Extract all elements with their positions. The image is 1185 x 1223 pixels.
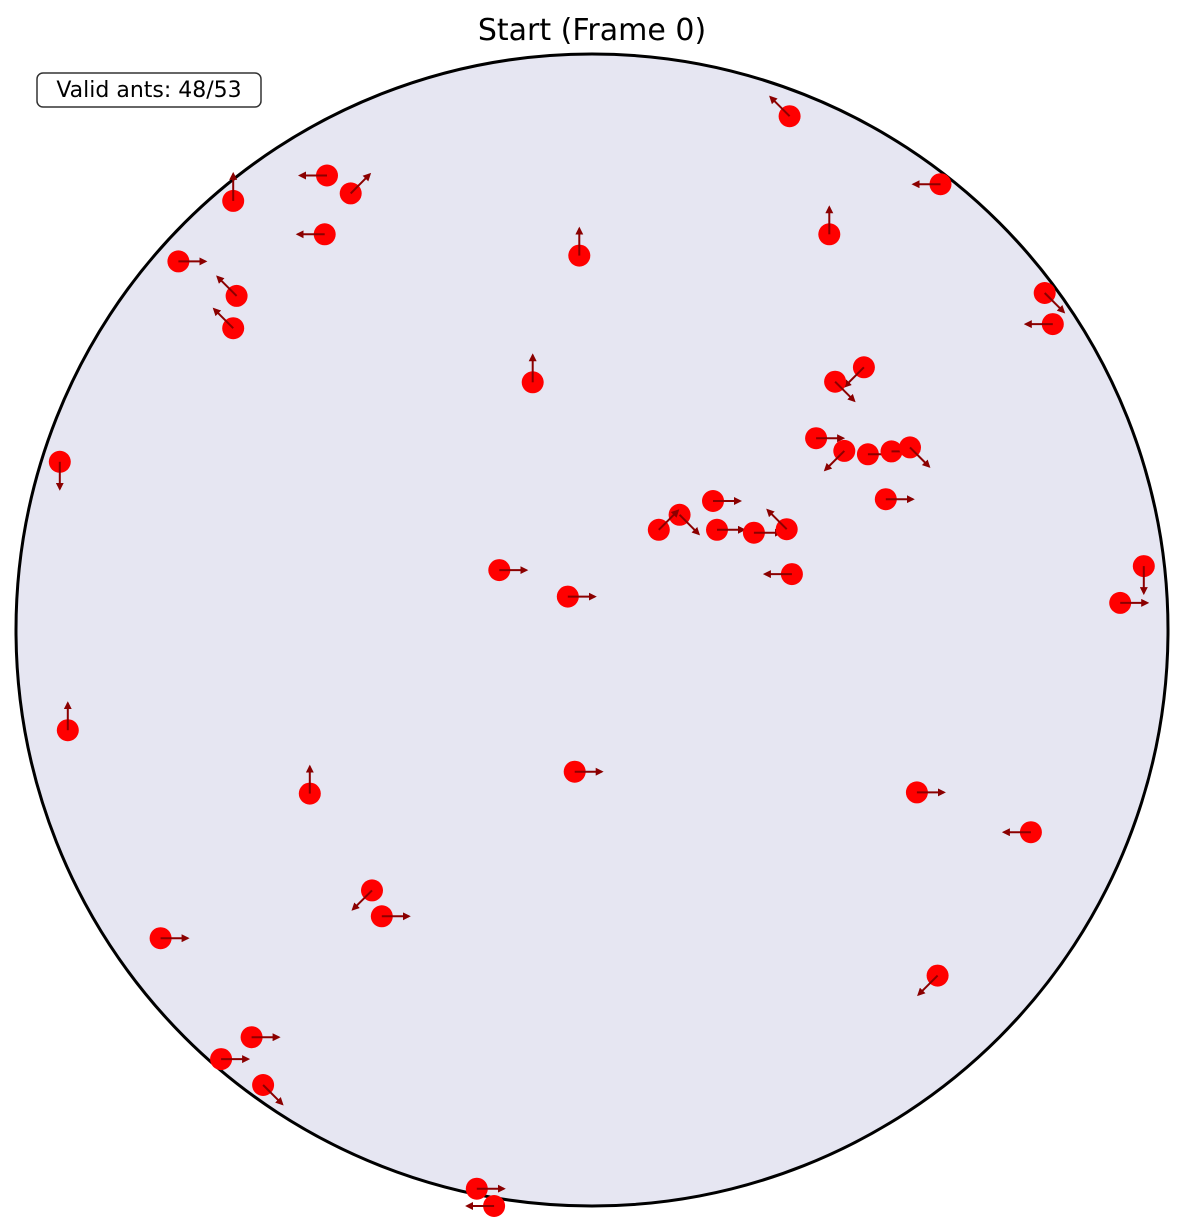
ant-heading-arrow xyxy=(766,508,788,530)
chart-title: Start (Frame 0) xyxy=(478,13,706,48)
ant-heading-arrow xyxy=(212,307,234,329)
ant-heading-arrow xyxy=(917,974,939,997)
ant-heading-arrow xyxy=(1043,292,1066,314)
ant-heading-arrow xyxy=(349,172,372,195)
ant-heading-arrow xyxy=(351,889,373,911)
ant-heading-arrow xyxy=(823,450,846,472)
ants-layer xyxy=(48,95,1155,1217)
ant-heading-arrow xyxy=(658,509,680,531)
valid-ants-badge: Valid ants: 48/53 xyxy=(36,72,262,108)
ant-heading-arrow xyxy=(834,380,856,403)
valid-ants-label: Valid ants: 48/53 xyxy=(56,78,241,103)
badge-box xyxy=(36,72,262,108)
arena-boundary xyxy=(14,52,1170,1208)
ant-heading-arrow xyxy=(909,446,931,468)
ant-heading-arrow xyxy=(769,95,791,117)
ant-heading-arrow xyxy=(678,514,701,536)
ant-heading-arrow xyxy=(262,1084,284,1106)
ant-heading-arrow xyxy=(843,366,865,388)
ant-heading-arrow xyxy=(216,275,238,297)
